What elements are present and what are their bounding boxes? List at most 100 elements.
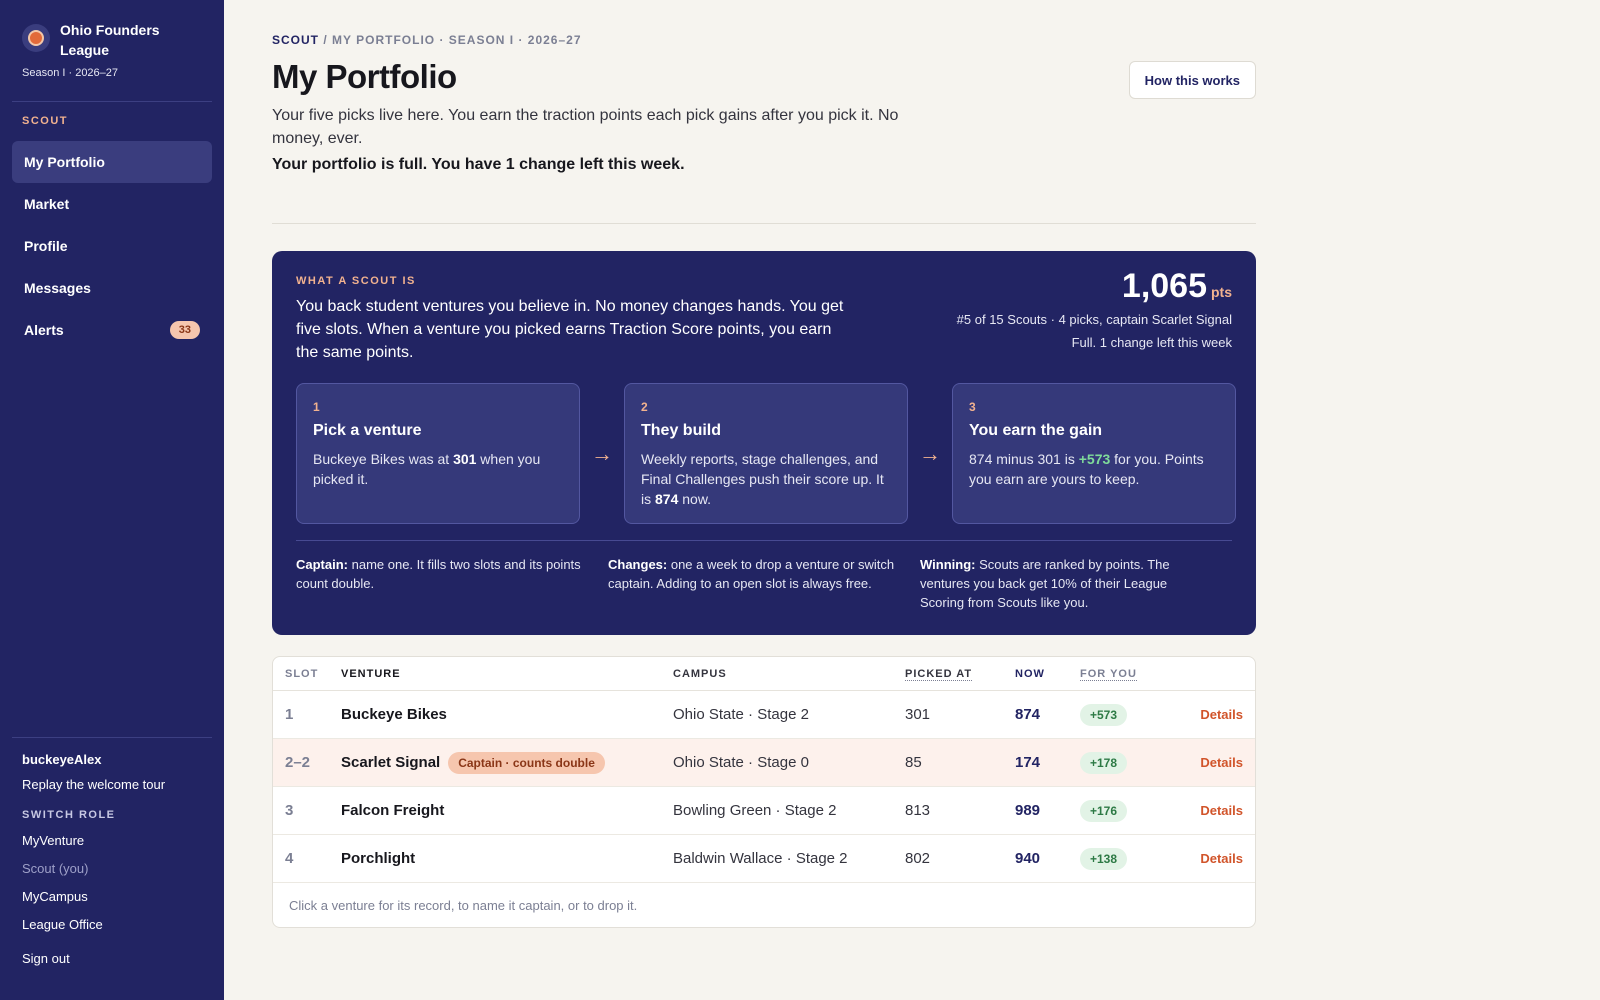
breadcrumb-rest: / MY PORTFOLIO · SEASON I · 2026–27	[319, 33, 582, 47]
scout-explainer-card: WHAT A SCOUT IS You back student venture…	[272, 251, 1256, 635]
venture-cell: Buckeye Bikes	[341, 706, 447, 723]
alerts-count-badge: 33	[169, 321, 200, 339]
explainer-text: You back student ventures you believe in…	[296, 298, 844, 361]
sidebar-divider	[12, 101, 212, 102]
details-link[interactable]: Details	[1200, 755, 1243, 770]
rule-captain: Captain: name one. It fills two slots an…	[296, 557, 581, 591]
role-league-office-link[interactable]: League Office	[22, 917, 103, 932]
steps: 1 Pick a venture Buckeye Bikes was at 30…	[296, 383, 1236, 524]
picked-cell: 301	[905, 706, 931, 723]
changes-line: Full. 1 change left this week	[1071, 335, 1232, 350]
column-campus: CAMPUS	[673, 667, 727, 680]
column-for-you[interactable]: FOR YOU	[1080, 667, 1137, 681]
rule-changes: Changes: one a week to drop a venture or…	[608, 557, 895, 591]
step-card: 1 Pick a venture Buckeye Bikes was at 30…	[296, 383, 580, 524]
campus-cell: Ohio State · Stage 2	[673, 706, 809, 723]
sidebar-item-alerts[interactable]: Alerts 33	[12, 309, 212, 351]
campus-cell: Bowling Green · Stage 2	[673, 802, 837, 819]
step-body: Weekly reports, stage challenges, and Fi…	[641, 451, 884, 507]
step-body: Buckeye Bikes was at 301 when you picked…	[313, 451, 541, 487]
table-row[interactable]: 4 Porchlight Baldwin Wallace · Stage 2 8…	[273, 835, 1255, 883]
step-title: They build	[641, 422, 721, 439]
column-slot: SLOT	[285, 667, 319, 680]
now-cell: 874	[1015, 706, 1041, 723]
details-link[interactable]: Details	[1200, 803, 1243, 818]
arrow-right-icon: →	[591, 440, 613, 466]
table-row[interactable]: 2–2 Scarlet Signal Captain · counts doubl…	[273, 739, 1255, 787]
sidebar-section-label: SCOUT	[22, 115, 68, 127]
venture-cell: Porchlight	[341, 850, 416, 867]
role-myventure-link[interactable]: MyVenture	[22, 833, 85, 848]
points-summary: 1,065 pts #5 of 15 Scouts · 4 picks, capt…	[957, 267, 1232, 352]
for-you-cell: +176	[1080, 799, 1180, 822]
breadcrumb-root[interactable]: SCOUT	[272, 33, 319, 47]
column-now: NOW	[1015, 667, 1045, 680]
brand[interactable]: Ohio Founders League	[22, 20, 170, 60]
table-row[interactable]: 1 Buckeye Bikes Ohio State · Stage 2 301…	[273, 691, 1255, 739]
sidebar-item-label: Alerts	[24, 322, 64, 338]
venture-cell: Falcon Freight	[341, 802, 445, 819]
slot-cell: 4	[285, 850, 294, 867]
sidebar-item-label: Market	[24, 196, 70, 212]
arrow-right-icon: →	[919, 440, 941, 466]
step-number: 2	[641, 400, 648, 414]
for-you-cell: +178	[1080, 751, 1180, 774]
step-title: You earn the gain	[969, 422, 1103, 439]
sidebar-item-my-portfolio[interactable]: My Portfolio	[12, 141, 212, 183]
switch-role-label: SWITCH ROLE	[22, 809, 116, 821]
page-title: My Portfolio	[272, 58, 457, 95]
points-total: 1,065	[1121, 267, 1207, 305]
how-this-works-button[interactable]: How this works	[1128, 61, 1256, 99]
picked-cell: 813	[905, 802, 931, 819]
explainer-divider	[296, 540, 1232, 541]
sidebar-divider	[12, 737, 212, 738]
column-picked-at[interactable]: PICKED AT	[905, 667, 973, 681]
step-title: Pick a venture	[313, 422, 422, 439]
step-number: 3	[969, 400, 976, 414]
header-divider	[272, 223, 1256, 224]
campus-cell: Baldwin Wallace · Stage 2	[673, 850, 848, 867]
explainer-label: WHAT A SCOUT IS	[296, 275, 416, 287]
sidebar-item-messages[interactable]: Messages	[12, 267, 212, 309]
picked-cell: 85	[905, 754, 922, 771]
now-cell: 989	[1015, 802, 1041, 819]
captain-badge: Captain · counts double	[448, 751, 605, 774]
league-logo-icon	[22, 24, 50, 52]
slot-cell: 1	[285, 706, 294, 723]
gain-badge: +138	[1080, 847, 1128, 870]
sign-out-link[interactable]: Sign out	[22, 951, 70, 966]
slot-cell: 2–2	[285, 754, 311, 771]
slot-cell: 3	[285, 802, 294, 819]
portfolio-status: Your portfolio is full. You have 1 chang…	[272, 156, 685, 173]
table-footer-hint: Click a venture for its record, to name …	[289, 897, 638, 913]
breadcrumb: SCOUT / MY PORTFOLIO · SEASON I · 2026–2…	[272, 33, 582, 47]
step-body: 874 minus 301 is +573 for you. Points yo…	[969, 451, 1204, 487]
step-card: 3 You earn the gain 874 minus 301 is +57…	[952, 383, 1236, 524]
sidebar-item-market[interactable]: Market	[12, 183, 212, 225]
venture-cell: Scarlet Signal Captain · counts double	[341, 751, 673, 774]
sidebar-item-profile[interactable]: Profile	[12, 225, 212, 267]
now-cell: 940	[1015, 850, 1041, 867]
column-venture: VENTURE	[341, 667, 401, 680]
details-link[interactable]: Details	[1200, 707, 1243, 722]
portfolio-table: SLOT VENTURE CAMPUS PICKED AT NOW FOR YO…	[272, 656, 1256, 928]
sidebar-nav: My Portfolio Market Profile Messages Ale…	[12, 141, 212, 351]
rule-winning: Winning: Scouts are ranked by points. Th…	[920, 557, 1170, 610]
replay-tour-link[interactable]: Replay the welcome tour	[22, 777, 166, 792]
for-you-cell: +573	[1080, 703, 1180, 726]
gain-badge: +573	[1080, 703, 1128, 726]
step-card: 2 They build Weekly reports, stage chall…	[624, 383, 908, 524]
now-cell: 174	[1015, 754, 1041, 771]
details-link[interactable]: Details	[1200, 851, 1243, 866]
table-row[interactable]: 3 Falcon Freight Bowling Green · Stage 2…	[273, 787, 1255, 835]
role-scout-current: Scout (you)	[22, 861, 89, 876]
gain-badge: +176	[1080, 799, 1128, 822]
for-you-cell: +138	[1080, 847, 1180, 870]
sidebar: Ohio Founders League Season I · 2026–27 …	[0, 0, 224, 1000]
campus-cell: Ohio State · Stage 0	[673, 754, 809, 771]
role-mycampus-link[interactable]: MyCampus	[22, 889, 88, 904]
rules: Captain: name one. It fills two slots an…	[296, 555, 1232, 612]
step-number: 1	[313, 400, 320, 414]
brand-season: Season I · 2026–27	[22, 67, 119, 79]
user-name: buckeyeAlex	[22, 752, 102, 767]
